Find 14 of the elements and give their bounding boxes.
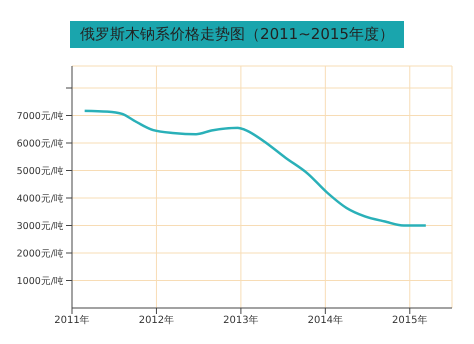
y-tick-label: 3000元/吨 — [16, 220, 64, 232]
chart-title: 俄罗斯木钠系价格走势图（2011~2015年度） — [70, 21, 404, 48]
y-tick-label: 6000元/吨 — [16, 137, 64, 150]
y-tick-label: 7000元/吨 — [16, 110, 64, 122]
y-tick-label: 2000元/吨 — [16, 247, 64, 260]
x-tick-label: 2013年 — [223, 314, 259, 326]
x-tick-label: 2011年 — [54, 314, 90, 326]
x-tick-label: 2015年 — [392, 314, 428, 326]
x-tick-label: 2012年 — [138, 314, 174, 326]
y-tick-label: 4000元/吨 — [16, 192, 64, 204]
x-tick-label: 2014年 — [308, 314, 344, 326]
line-series — [83, 110, 428, 227]
y-tick-label: 5000元/吨 — [16, 164, 64, 177]
y-tick-label: 1000元/吨 — [16, 274, 64, 287]
